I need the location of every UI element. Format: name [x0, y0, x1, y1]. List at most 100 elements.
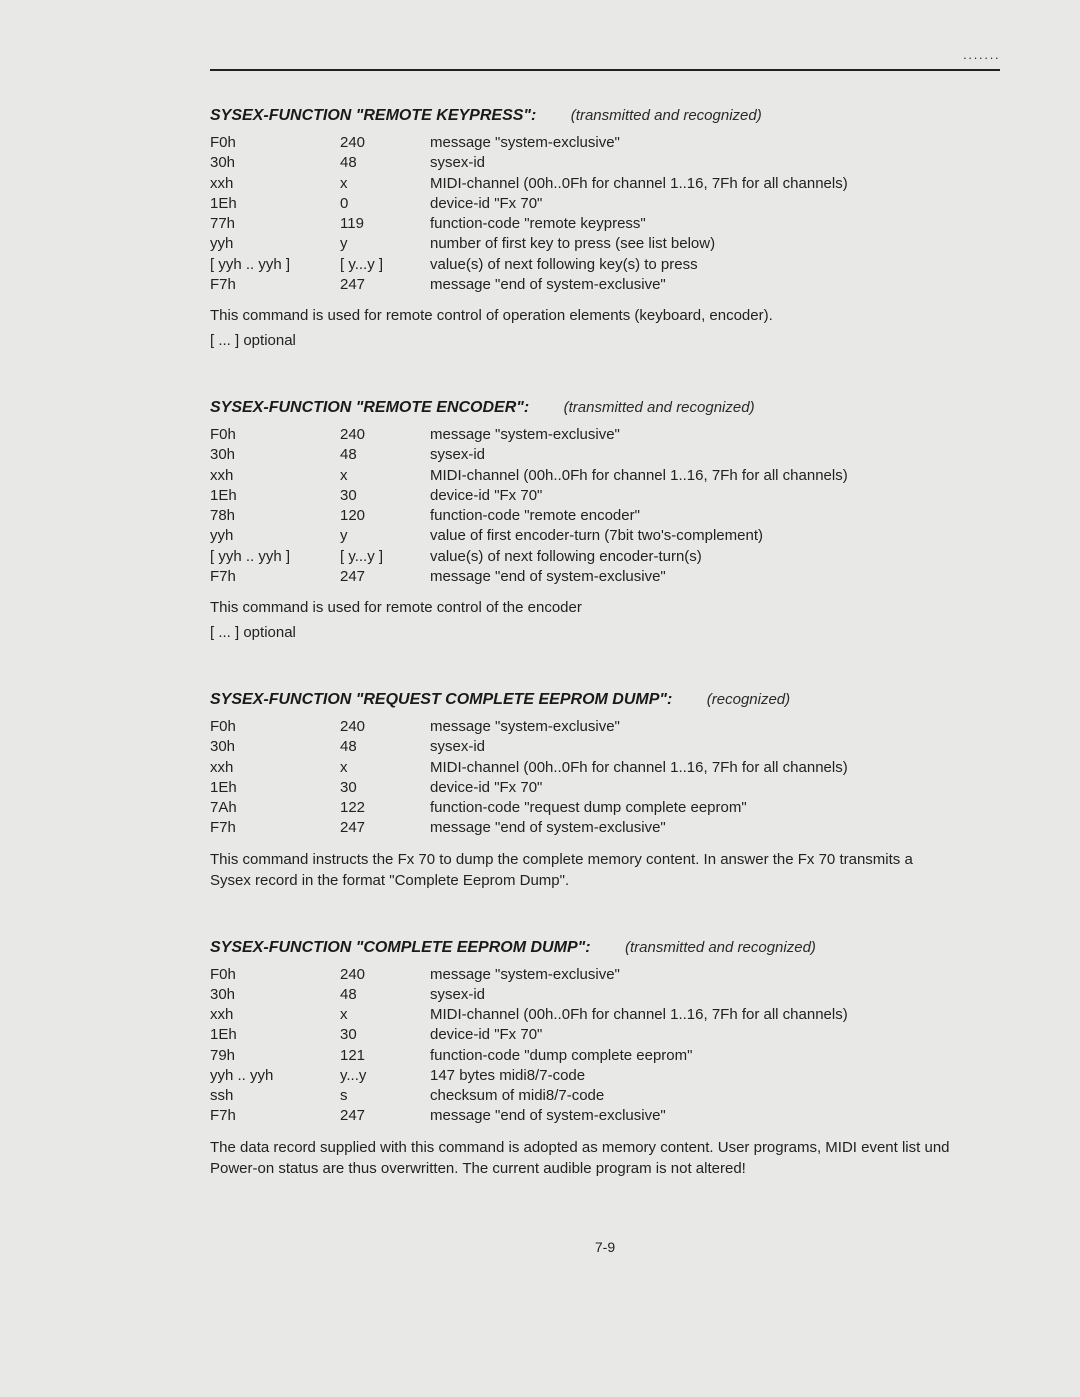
byte-dec: 48	[340, 737, 430, 757]
byte-hex: 1Eh	[210, 486, 340, 506]
byte-dec: 120	[340, 506, 430, 526]
table-row: F7h247message "end of system-exclusive"	[210, 818, 848, 838]
header-rule	[210, 69, 1000, 71]
byte-desc: device-id "Fx 70"	[430, 194, 848, 214]
byte-dec: 240	[340, 717, 430, 737]
section-status: (transmitted and recognized)	[571, 107, 762, 124]
byte-desc: sysex-id	[430, 737, 848, 757]
byte-desc: message "end of system-exclusive"	[430, 1106, 848, 1126]
byte-hex: 7Ah	[210, 798, 340, 818]
table-row: 1Eh30device-id "Fx 70"	[210, 486, 848, 506]
byte-table: F0h240message "system-exclusive" 30h48sy…	[210, 425, 848, 587]
byte-hex: F0h	[210, 717, 340, 737]
byte-dec: 240	[340, 965, 430, 985]
table-row: sshschecksum of midi8/7-code	[210, 1086, 848, 1106]
byte-dec: [ y...y ]	[340, 255, 430, 275]
byte-hex: F7h	[210, 818, 340, 838]
byte-dec: 240	[340, 133, 430, 153]
byte-dec: 30	[340, 1025, 430, 1045]
byte-hex: F0h	[210, 425, 340, 445]
table-row: F0h240message "system-exclusive"	[210, 965, 848, 985]
byte-desc: MIDI-channel (00h..0Fh for channel 1..16…	[430, 1005, 848, 1025]
byte-desc: function-code "remote keypress"	[430, 214, 848, 234]
byte-hex: 1Eh	[210, 194, 340, 214]
byte-desc: message "system-exclusive"	[430, 425, 848, 445]
byte-desc: MIDI-channel (00h..0Fh for channel 1..16…	[430, 174, 848, 194]
section-status: (transmitted and recognized)	[564, 399, 755, 416]
table-row: F0h240message "system-exclusive"	[210, 717, 848, 737]
table-row: yyhyvalue of first encoder-turn (7bit tw…	[210, 526, 848, 546]
byte-desc: sysex-id	[430, 985, 848, 1005]
table-row: F7h247message "end of system-exclusive"	[210, 275, 848, 295]
header-marks: ·······	[210, 50, 1000, 65]
byte-hex: xxh	[210, 466, 340, 486]
section-note: This command is used for remote control …	[210, 597, 950, 618]
table-row: [ yyh .. yyh ][ y...y ]value(s) of next …	[210, 255, 848, 275]
byte-hex: F7h	[210, 567, 340, 587]
byte-dec: x	[340, 466, 430, 486]
byte-hex: [ yyh .. yyh ]	[210, 255, 340, 275]
byte-dec: 122	[340, 798, 430, 818]
table-row: 30h48sysex-id	[210, 445, 848, 465]
byte-hex: 1Eh	[210, 1025, 340, 1045]
byte-dec: 48	[340, 985, 430, 1005]
byte-desc: message "system-exclusive"	[430, 717, 848, 737]
byte-hex: F7h	[210, 1106, 340, 1126]
section-heading: SYSEX-FUNCTION "COMPLETE EEPROM DUMP": (…	[210, 939, 1000, 957]
byte-hex: yyh .. yyh	[210, 1066, 340, 1086]
page-number: 7-9	[210, 1239, 1000, 1255]
table-row: xxhxMIDI-channel (00h..0Fh for channel 1…	[210, 1005, 848, 1025]
byte-table: F0h240message "system-exclusive" 30h48sy…	[210, 717, 848, 839]
section-title: SYSEX-FUNCTION "REMOTE ENCODER":	[210, 399, 529, 416]
byte-desc: device-id "Fx 70"	[430, 486, 848, 506]
byte-desc: message "end of system-exclusive"	[430, 567, 848, 587]
byte-dec: x	[340, 1005, 430, 1025]
byte-hex: F0h	[210, 133, 340, 153]
byte-desc: message "system-exclusive"	[430, 965, 848, 985]
byte-hex: F0h	[210, 965, 340, 985]
table-row: xxhxMIDI-channel (00h..0Fh for channel 1…	[210, 174, 848, 194]
byte-dec: x	[340, 758, 430, 778]
byte-desc: number of first key to press (see list b…	[430, 234, 848, 254]
table-row: F7h247message "end of system-exclusive"	[210, 1106, 848, 1126]
byte-desc: function-code "request dump complete eep…	[430, 798, 848, 818]
table-row: F7h247message "end of system-exclusive"	[210, 567, 848, 587]
byte-dec: 247	[340, 1106, 430, 1126]
byte-dec: 0	[340, 194, 430, 214]
section-note: This command instructs the Fx 70 to dump…	[210, 849, 950, 891]
table-row: [ yyh .. yyh ][ y...y ]value(s) of next …	[210, 547, 848, 567]
document-page: ······· SYSEX-FUNCTION "REMOTE KEYPRESS"…	[0, 0, 1080, 1285]
byte-hex: 30h	[210, 737, 340, 757]
table-row: F0h240message "system-exclusive"	[210, 425, 848, 445]
byte-dec: y	[340, 526, 430, 546]
byte-dec: 121	[340, 1046, 430, 1066]
byte-dec: 48	[340, 445, 430, 465]
byte-desc: sysex-id	[430, 445, 848, 465]
section-note: [ ... ] optional	[210, 622, 950, 643]
byte-hex: xxh	[210, 758, 340, 778]
byte-desc: value(s) of next following encoder-turn(…	[430, 547, 848, 567]
table-row: F0h240message "system-exclusive"	[210, 133, 848, 153]
byte-hex: 77h	[210, 214, 340, 234]
byte-desc: message "system-exclusive"	[430, 133, 848, 153]
section-note: [ ... ] optional	[210, 330, 950, 351]
byte-hex: 1Eh	[210, 778, 340, 798]
table-row: xxhxMIDI-channel (00h..0Fh for channel 1…	[210, 758, 848, 778]
byte-desc: sysex-id	[430, 153, 848, 173]
byte-hex: 78h	[210, 506, 340, 526]
byte-hex: 30h	[210, 445, 340, 465]
byte-hex: xxh	[210, 1005, 340, 1025]
byte-desc: MIDI-channel (00h..0Fh for channel 1..16…	[430, 758, 848, 778]
table-row: 1Eh30device-id "Fx 70"	[210, 778, 848, 798]
table-row: 79h121function-code "dump complete eepro…	[210, 1046, 848, 1066]
section-title: SYSEX-FUNCTION "COMPLETE EEPROM DUMP":	[210, 939, 591, 956]
byte-dec: 48	[340, 153, 430, 173]
byte-table: F0h240message "system-exclusive" 30h48sy…	[210, 965, 848, 1127]
byte-hex: F7h	[210, 275, 340, 295]
byte-desc: value(s) of next following key(s) to pre…	[430, 255, 848, 275]
byte-dec: 119	[340, 214, 430, 234]
table-row: 78h120function-code "remote encoder"	[210, 506, 848, 526]
byte-dec: 247	[340, 567, 430, 587]
section-heading: SYSEX-FUNCTION "REQUEST COMPLETE EEPROM …	[210, 691, 1000, 709]
section-heading: SYSEX-FUNCTION "REMOTE ENCODER": (transm…	[210, 399, 1000, 417]
